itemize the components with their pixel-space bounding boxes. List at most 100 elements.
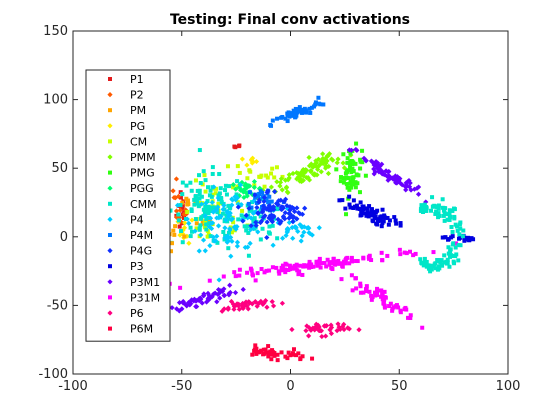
- data-point-cm: [231, 185, 236, 190]
- data-point-p6m: [300, 354, 305, 359]
- data-point-p3m1: [397, 176, 403, 182]
- data-point-cmm: [192, 202, 197, 207]
- data-point-p3m1: [189, 297, 195, 303]
- data-point-pmm: [277, 183, 283, 189]
- data-point-p31m: [316, 261, 321, 266]
- data-point-p31m: [311, 264, 316, 269]
- data-point-p31m: [343, 258, 348, 263]
- data-point-p4g: [262, 213, 268, 219]
- data-point-pgg: [238, 187, 244, 193]
- data-point-p4g: [281, 199, 287, 205]
- data-point-cmm: [218, 186, 223, 191]
- data-point-p3m1: [176, 308, 182, 314]
- legend-marker-p4m: [108, 233, 112, 237]
- data-point-cmm: [419, 203, 424, 208]
- data-point-p4: [215, 195, 221, 201]
- data-point-p3m1: [227, 289, 233, 296]
- data-point-p6m: [288, 353, 293, 358]
- data-point-p6: [221, 306, 227, 312]
- data-point-cmm: [448, 247, 453, 252]
- data-point-p4g: [278, 218, 284, 225]
- data-point-pmm: [315, 164, 321, 170]
- data-point-cm: [259, 173, 264, 178]
- data-point-p3: [378, 218, 383, 223]
- data-point-cm: [257, 174, 262, 179]
- data-point-p4g: [268, 207, 274, 213]
- data-point-p3: [355, 206, 360, 211]
- data-point-p4: [238, 201, 244, 208]
- data-point-pmm: [285, 177, 291, 183]
- data-point-p4: [316, 225, 322, 231]
- legend-label-pgg: PGG: [130, 182, 154, 195]
- data-point-p4m: [285, 119, 290, 124]
- data-point-p6: [289, 326, 295, 333]
- data-point-p3m1: [205, 290, 211, 296]
- data-point-cmm: [449, 225, 454, 230]
- data-point-p4g: [275, 216, 281, 222]
- data-point-cmm: [223, 183, 228, 188]
- data-point-p3m1: [221, 292, 227, 299]
- data-point-pmg: [341, 176, 346, 181]
- data-point-p3: [392, 215, 397, 220]
- data-point-p4g: [282, 196, 289, 202]
- data-point-p3m1: [369, 159, 375, 165]
- data-point-p31m: [319, 261, 324, 266]
- data-point-cmm: [204, 216, 209, 221]
- data-point-p4g: [265, 188, 271, 194]
- data-point-pmg: [349, 185, 354, 190]
- data-point-p31m: [315, 263, 320, 268]
- data-point-cmm: [436, 264, 441, 269]
- data-point-p4g: [275, 202, 281, 208]
- data-point-p4: [290, 235, 296, 241]
- data-point-cmm: [429, 208, 434, 213]
- legend-label-p6m: P6M: [130, 323, 153, 336]
- data-point-p3: [366, 214, 371, 219]
- data-point-p4g: [289, 204, 295, 211]
- data-point-p4g: [263, 206, 269, 212]
- data-point-p4: [207, 243, 213, 249]
- data-point-p31m: [361, 256, 366, 261]
- data-point-cmm: [236, 217, 241, 222]
- data-point-p31m: [404, 251, 409, 256]
- data-point-pmm: [278, 176, 284, 182]
- data-point-p4m: [294, 110, 299, 115]
- legend-label-p6: P6: [130, 307, 144, 320]
- data-point-cmm: [438, 260, 443, 265]
- data-point-pmg: [350, 178, 355, 183]
- data-point-pmm: [283, 185, 289, 191]
- data-point-cm: [202, 173, 207, 178]
- data-point-p3m1: [214, 299, 220, 305]
- data-point-cmm: [456, 258, 461, 263]
- data-point-p4: [214, 215, 220, 221]
- data-point-pmg: [345, 160, 350, 165]
- data-point-p3m1: [227, 282, 233, 288]
- data-point-cm: [270, 166, 275, 171]
- data-point-cmm: [275, 207, 280, 212]
- data-point-p3: [398, 223, 403, 228]
- data-point-p6: [236, 306, 242, 312]
- data-point-p3m1: [206, 293, 212, 299]
- data-point-pmg: [358, 157, 363, 162]
- data-point-p3m1: [187, 302, 193, 308]
- data-point-cmm: [239, 213, 244, 218]
- data-point-p6m: [296, 351, 301, 356]
- data-point-p31m: [379, 294, 384, 299]
- data-point-cmm: [418, 208, 423, 213]
- data-point-p4m: [254, 200, 259, 205]
- data-point-cmm: [242, 215, 247, 220]
- data-point-p6m: [275, 358, 280, 363]
- data-point-p6: [264, 304, 270, 310]
- data-point-pmm: [294, 170, 300, 176]
- data-point-p3m1: [232, 289, 239, 296]
- data-point-p3: [369, 207, 374, 212]
- data-point-cmm: [226, 246, 231, 251]
- data-point-cmm: [429, 266, 434, 271]
- data-point-p31m: [331, 256, 336, 261]
- data-point-p31m: [287, 263, 292, 268]
- data-point-cmm: [450, 208, 455, 213]
- data-point-cm: [203, 220, 208, 225]
- data-point-cmm: [193, 194, 198, 199]
- data-point-cmm: [203, 178, 208, 183]
- legend-marker-pg: [107, 123, 113, 129]
- data-point-p31m: [300, 272, 305, 277]
